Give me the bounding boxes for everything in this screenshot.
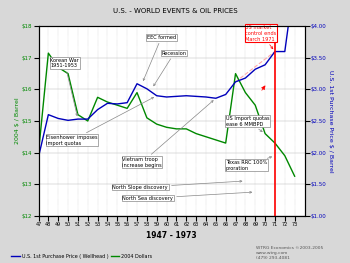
Text: US Import quotas
ease 6 MMBPD: US Import quotas ease 6 MMBPD	[226, 116, 269, 132]
Text: WTRG Economics ©2003-2005
www.wtrg.com
(479) 293-4081: WTRG Economics ©2003-2005 www.wtrg.com (…	[256, 246, 323, 260]
Text: 1947 - 1973: 1947 - 1973	[146, 231, 197, 240]
Text: North Sea discovery: North Sea discovery	[122, 191, 252, 201]
Legend: U.S. 1st Purchase Price ( Wellhead ), 2004 Dollars: U.S. 1st Purchase Price ( Wellhead ), 20…	[9, 252, 154, 261]
Text: Recession: Recession	[154, 51, 187, 86]
Text: EEC formed: EEC formed	[143, 35, 176, 80]
Text: Eisenhower imposes
import quotas: Eisenhower imposes import quotas	[47, 97, 154, 146]
Y-axis label: U.S. 1st Purchase Price $ / Barrel: U.S. 1st Purchase Price $ / Barrel	[328, 70, 333, 172]
Text: US market
control ends
March 1971: US market control ends March 1971	[245, 25, 276, 49]
Text: Korean War
1951-1953: Korean War 1951-1953	[50, 58, 79, 116]
Text: North Slope discovery: North Slope discovery	[112, 180, 242, 190]
Text: U.S. - WORLD EVENTS & OIL PRICES: U.S. - WORLD EVENTS & OIL PRICES	[113, 8, 237, 14]
Y-axis label: 2004 $ / Barrel: 2004 $ / Barrel	[15, 98, 20, 144]
Text: Vietnam troop
increase begins: Vietnam troop increase begins	[122, 100, 213, 168]
Text: Texas RRC 100%
proration: Texas RRC 100% proration	[226, 156, 272, 171]
